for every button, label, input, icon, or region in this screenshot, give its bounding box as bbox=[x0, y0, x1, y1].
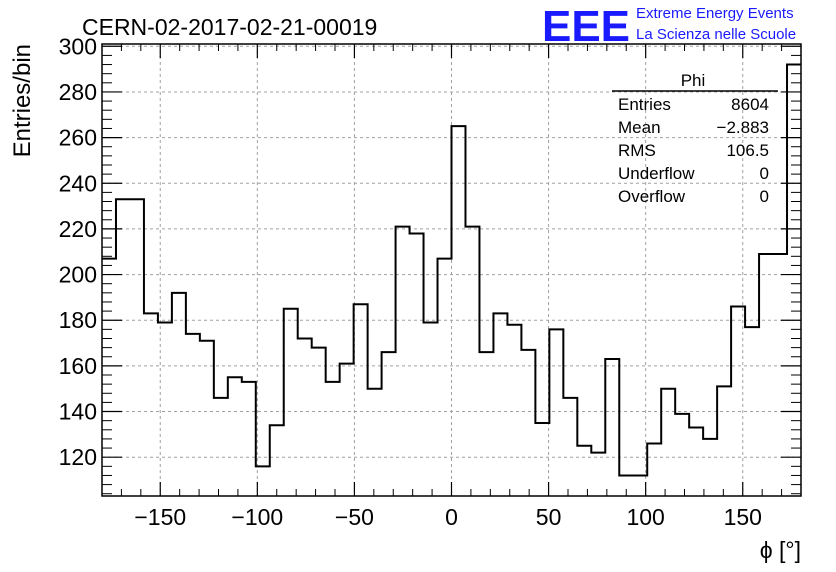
eee-logo-mark: EEE bbox=[542, 2, 630, 51]
x-tick-label-5: 100 bbox=[626, 504, 664, 530]
stats-row-label: Underflow bbox=[618, 164, 695, 183]
x-axis-label: ϕ [°] bbox=[760, 537, 801, 563]
chart-title: CERN-02-2017-02-21-00019 bbox=[82, 14, 377, 40]
x-tick-label-3: 0 bbox=[445, 504, 458, 530]
stats-row-value: 106.5 bbox=[726, 141, 769, 160]
y-tick-label-4: 200 bbox=[59, 262, 97, 288]
y-tick-label-8: 280 bbox=[59, 79, 97, 105]
x-tick-label-4: 50 bbox=[536, 504, 562, 530]
stats-row-label: RMS bbox=[618, 141, 656, 160]
stats-box-title: Phi bbox=[681, 71, 706, 90]
x-tick-label-6: 150 bbox=[724, 504, 762, 530]
x-tick-label-2: −50 bbox=[335, 504, 374, 530]
y-tick-label-3: 180 bbox=[59, 307, 97, 333]
y-tick-label-5: 220 bbox=[59, 216, 97, 242]
x-tick-label-0: −150 bbox=[134, 504, 186, 530]
stats-row-value: 8604 bbox=[731, 95, 769, 114]
eee-logo-line2: La Scienza nelle Scuole bbox=[636, 26, 796, 43]
y-tick-label-6: 240 bbox=[59, 170, 97, 196]
stats-rows: Entries 8604 Mean −2.883 RMS 106.5 Underflow 0 O… bbox=[618, 95, 769, 206]
stats-row-value: 0 bbox=[760, 164, 769, 183]
histogram-series bbox=[102, 63, 801, 477]
y-tick-label-2: 160 bbox=[59, 353, 97, 379]
eee-logo-line1: Extreme Energy Events bbox=[636, 5, 794, 22]
axis-ticks bbox=[101, 44, 802, 496]
y-axis-tick-labels: 120 140 160 180 200 220 240 260 280 300 bbox=[59, 33, 97, 470]
stats-row-value: −2.883 bbox=[717, 118, 769, 137]
stats-row-value: 0 bbox=[760, 187, 769, 206]
y-tick-label-9: 300 bbox=[59, 33, 97, 59]
stats-row-label: Overflow bbox=[618, 187, 686, 206]
stats-box: Phi Entries 8604 Mean −2.883 RMS 106.5 Underfl… bbox=[612, 71, 778, 206]
y-tick-label-7: 260 bbox=[59, 125, 97, 151]
stats-row-label: Mean bbox=[618, 118, 661, 137]
stats-row-label: Entries bbox=[618, 95, 671, 114]
x-tick-label-1: −100 bbox=[231, 504, 283, 530]
y-tick-label-1: 140 bbox=[59, 399, 97, 425]
eee-logo: EEE Extreme Energy Events La Scienza nel… bbox=[542, 2, 796, 51]
y-axis-label: Entries/bin bbox=[9, 44, 36, 157]
x-axis-tick-labels: −150 −100 −50 0 50 100 150 bbox=[134, 504, 762, 530]
y-tick-label-0: 120 bbox=[59, 444, 97, 470]
